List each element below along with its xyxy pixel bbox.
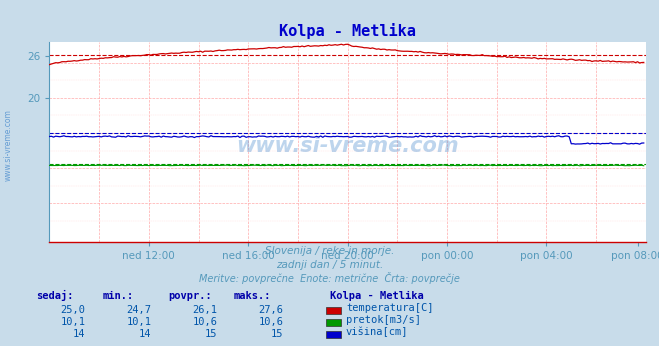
Text: zadnji dan / 5 minut.: zadnji dan / 5 minut. — [276, 260, 383, 270]
Text: 26,1: 26,1 — [192, 305, 217, 315]
Text: povpr.:: povpr.: — [168, 291, 212, 301]
Text: Slovenija / reke in morje.: Slovenija / reke in morje. — [265, 246, 394, 256]
Text: sedaj:: sedaj: — [36, 290, 74, 301]
Text: min.:: min.: — [102, 291, 133, 301]
Text: 14: 14 — [73, 329, 86, 339]
Text: www.si-vreme.com: www.si-vreme.com — [237, 136, 459, 156]
Title: Kolpa - Metlika: Kolpa - Metlika — [279, 23, 416, 39]
Text: 27,6: 27,6 — [258, 305, 283, 315]
Text: 24,7: 24,7 — [127, 305, 152, 315]
Text: Kolpa - Metlika: Kolpa - Metlika — [330, 291, 423, 301]
Text: 10,6: 10,6 — [258, 317, 283, 327]
Text: 10,1: 10,1 — [127, 317, 152, 327]
Text: 10,1: 10,1 — [61, 317, 86, 327]
Text: 15: 15 — [205, 329, 217, 339]
Text: 14: 14 — [139, 329, 152, 339]
Text: 10,6: 10,6 — [192, 317, 217, 327]
Text: 15: 15 — [271, 329, 283, 339]
Text: temperatura[C]: temperatura[C] — [346, 303, 434, 313]
Text: pretok[m3/s]: pretok[m3/s] — [346, 315, 421, 325]
Text: višina[cm]: višina[cm] — [346, 327, 409, 337]
Text: Meritve: povprečne  Enote: metrične  Črta: povprečje: Meritve: povprečne Enote: metrične Črta:… — [199, 272, 460, 284]
Text: maks.:: maks.: — [234, 291, 272, 301]
Text: www.si-vreme.com: www.si-vreme.com — [3, 109, 13, 181]
Text: 25,0: 25,0 — [61, 305, 86, 315]
